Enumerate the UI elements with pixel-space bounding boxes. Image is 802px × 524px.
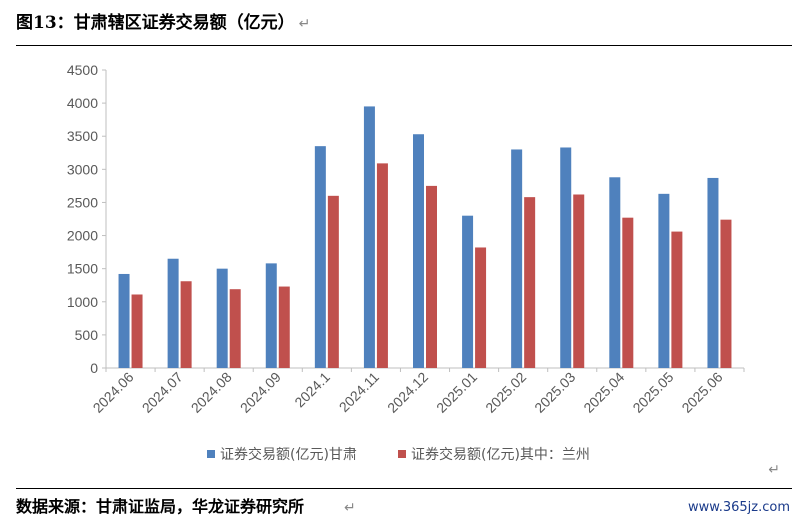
figure-title: 图13：甘肃辖区证券交易额（亿元） ↵ <box>16 8 796 38</box>
y-tick-label: 2000 <box>67 228 98 244</box>
legend-item-lanzhou: 证券交易额(亿元)其中：兰州 <box>398 444 590 464</box>
bar-lanzhou <box>376 163 388 368</box>
bar-lanzhou <box>524 197 536 368</box>
y-tick-label: 3000 <box>67 161 98 177</box>
bar-gansu <box>413 134 424 368</box>
bar-lanzhou <box>278 286 290 368</box>
bar-gansu <box>363 106 375 368</box>
y-tick-label: 500 <box>75 327 99 343</box>
bar-lanzhou <box>671 231 683 368</box>
bar-lanzhou <box>426 185 437 368</box>
x-tick-label: 2024.11 <box>336 369 383 416</box>
x-tick-label: 2024.08 <box>188 369 235 416</box>
watermark-text: www.365jz.com <box>688 500 790 515</box>
y-tick-label: 0 <box>90 360 98 376</box>
bar-lanzhou <box>327 195 339 368</box>
chart-return-mark-icon: ↵ <box>768 462 780 478</box>
bar-gansu <box>265 263 277 368</box>
legend-swatch-lanzhou <box>398 450 406 458</box>
bar-lanzhou <box>131 294 143 368</box>
x-tick-label: 2025.03 <box>531 369 578 416</box>
x-tick-label: 2025.01 <box>433 369 480 416</box>
legend-item-gansu: 证券交易额(亿元)甘肃 <box>207 444 357 464</box>
chart-legend: 证券交易额(亿元)甘肃 证券交易额(亿元)其中：兰州 <box>0 444 802 464</box>
source-text: 数据来源：甘肃证监局，华龙证券研究所 <box>16 497 305 516</box>
bar-lanzhou <box>622 217 634 368</box>
source-return-mark-icon: ↵ <box>344 500 356 516</box>
bar-lanzhou <box>573 194 585 368</box>
x-tick-label: 2024.12 <box>384 369 431 416</box>
legend-swatch-gansu <box>207 450 215 458</box>
y-tick-label: 1500 <box>67 261 98 277</box>
x-tick-label: 2024.07 <box>139 369 186 416</box>
figure-title-text: 图13：甘肃辖区证券交易额（亿元） <box>16 13 295 33</box>
legend-label-gansu: 证券交易额(亿元)甘肃 <box>220 447 357 463</box>
bar-lanzhou <box>229 289 241 368</box>
y-tick-label: 3500 <box>67 128 98 144</box>
bar-gansu <box>707 177 719 368</box>
bar-gansu <box>609 177 621 368</box>
bar-gansu <box>314 146 326 368</box>
x-tick-label: 2024.1 <box>291 369 333 411</box>
y-tick-label: 2500 <box>67 194 98 210</box>
y-tick-label: 1000 <box>67 294 98 310</box>
legend-label-lanzhou: 证券交易额(亿元)其中：兰州 <box>411 447 590 463</box>
x-tick-label: 2025.02 <box>482 369 529 416</box>
top-rule <box>16 45 792 46</box>
x-tick-label: 2025.06 <box>678 369 725 416</box>
bar-gansu <box>658 193 670 368</box>
bar-lanzhou <box>475 247 487 368</box>
x-tick-label: 2024.09 <box>237 369 284 416</box>
return-mark-icon: ↵ <box>298 16 311 32</box>
bar-gansu <box>216 268 228 368</box>
bar-gansu <box>118 273 130 368</box>
bottom-rule <box>16 488 792 489</box>
bar-lanzhou <box>720 219 732 368</box>
bar-gansu <box>167 258 179 368</box>
source-note: 数据来源：甘肃证监局，华龙证券研究所 ↵ <box>16 494 356 521</box>
bar-gansu <box>560 147 572 368</box>
bar-gansu <box>511 149 523 368</box>
bar-chart: 0 500 1000 1500 2000 2500 3000 3500 4000 4500 2024… <box>67 62 745 416</box>
x-tick-label: 2025.05 <box>629 369 676 416</box>
y-tick-label: 4500 <box>67 62 98 78</box>
bar-lanzhou <box>180 281 192 368</box>
y-tick-label: 4000 <box>67 95 98 111</box>
x-tick-label: 2025.04 <box>580 369 627 416</box>
bar-gansu <box>462 215 474 368</box>
